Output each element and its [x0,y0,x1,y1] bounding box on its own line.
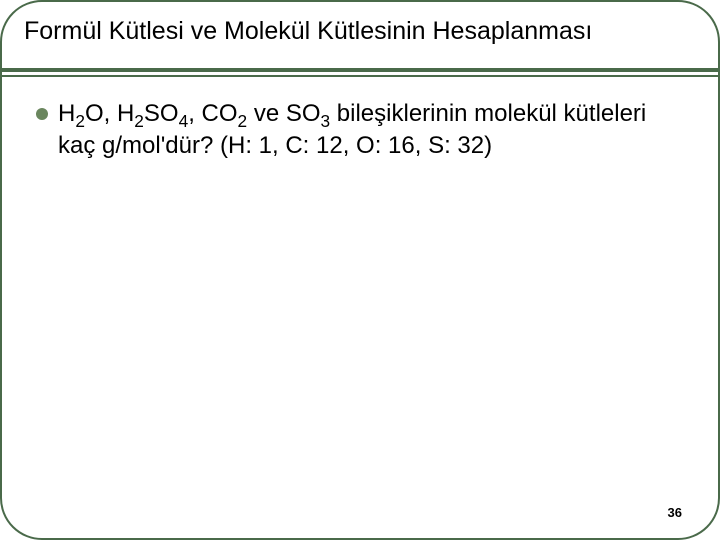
title-underline-thin [2,75,718,77]
body-area: H2O, H2SO4, CO2 ve SO3 bileşiklerinin mo… [36,98,684,163]
heading-row: Formül Kütlesi ve Molekül Kütlesinin Hes… [24,16,696,47]
slide-frame: Formül Kütlesi ve Molekül Kütlesinin Hes… [0,0,720,540]
bullet-text: H2O, H2SO4, CO2 ve SO3 bileşiklerinin mo… [58,98,684,163]
title-underline-thick [2,68,718,72]
title-underline [2,68,718,80]
slide-title: Formül Kütlesi ve Molekül Kütlesinin Hes… [24,16,696,47]
bullet-item: H2O, H2SO4, CO2 ve SO3 bileşiklerinin mo… [36,98,684,163]
page-number: 36 [668,505,682,520]
bullet-dot-icon [36,108,48,120]
